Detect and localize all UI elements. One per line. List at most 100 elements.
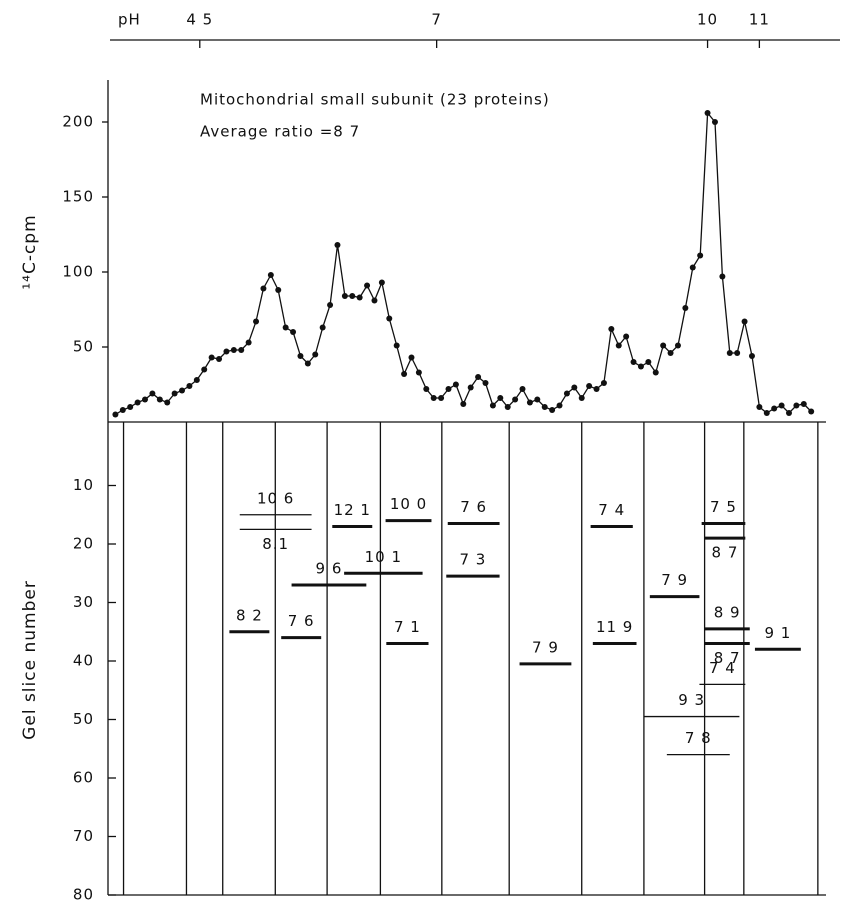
spot-label: 7 6 [288, 612, 315, 630]
y-axis-label: Gel slice number [20, 580, 40, 740]
data-point [763, 410, 770, 416]
spot-label: 9 1 [764, 624, 791, 642]
data-line [115, 111, 812, 416]
data-point [119, 407, 126, 413]
data-point [149, 390, 156, 397]
data-point [608, 326, 615, 332]
data-point [800, 401, 807, 407]
data-point [260, 285, 267, 292]
data-point [156, 396, 163, 403]
data-point [771, 405, 778, 412]
data-point [674, 342, 681, 349]
spot-label: 9 3 [678, 691, 705, 709]
ph-tick-label: 11 [749, 11, 770, 29]
spot-label: 7 4 [598, 501, 625, 519]
data-point [186, 383, 193, 389]
data-point [423, 386, 430, 392]
data-point [201, 366, 208, 373]
data-point [445, 386, 452, 392]
spot-label: 7 9 [532, 638, 559, 656]
ph-tick-label: 7 [431, 11, 442, 29]
spot-label: 8 2 [236, 606, 263, 624]
data-point [415, 369, 422, 376]
y-tick-label: 50 [73, 338, 94, 356]
y-tick-label: 80 [73, 886, 94, 904]
spot-label: 8.1 [262, 535, 289, 553]
data-point [179, 387, 186, 394]
data-point [645, 359, 652, 365]
y-tick-label: 70 [73, 827, 94, 845]
data-point [549, 407, 556, 413]
data-point [208, 354, 215, 361]
ph-axis-label: pH [118, 11, 141, 29]
data-point [386, 315, 393, 322]
data-point [571, 384, 578, 391]
spot-label: 12 1 [334, 501, 371, 519]
spot-label: 7 5 [710, 498, 737, 516]
y-axis-label: ¹⁴C-cpm [20, 214, 40, 289]
y-tick-label: 200 [62, 113, 94, 131]
spot-label: 8 7 [712, 544, 739, 562]
spot-label: 8 7 [714, 649, 741, 667]
data-point [615, 342, 622, 349]
spot-label: 11 9 [596, 618, 633, 636]
data-point [778, 402, 785, 409]
data-point [623, 333, 630, 340]
data-point [637, 363, 644, 370]
data-point [734, 350, 741, 356]
data-point [756, 404, 763, 410]
y-tick-label: 10 [73, 476, 94, 494]
data-point [341, 293, 348, 299]
data-point [378, 279, 385, 286]
chart-title: Mitochondrial small subunit (23 proteins… [200, 91, 550, 109]
data-point [711, 119, 718, 125]
data-point [704, 110, 711, 116]
data-point [519, 386, 526, 392]
data-point [282, 324, 289, 331]
y-tick-label: 50 [73, 710, 94, 728]
data-point [230, 347, 237, 353]
spot-label: 10 1 [365, 548, 402, 566]
data-point [526, 399, 533, 406]
data-point [586, 383, 593, 389]
data-point [452, 381, 459, 388]
data-point [563, 390, 570, 397]
data-point [319, 324, 326, 331]
spot-label: 7 6 [460, 498, 487, 516]
data-point [142, 396, 149, 403]
spot-label: 7 3 [459, 551, 486, 569]
data-point [697, 252, 704, 259]
data-point [719, 273, 726, 280]
data-point [171, 390, 178, 397]
data-point [726, 350, 733, 356]
data-point [785, 410, 792, 416]
data-point [482, 380, 489, 386]
data-point [371, 297, 378, 304]
data-point [193, 377, 200, 383]
data-point [164, 399, 171, 406]
data-point [312, 351, 319, 358]
data-point [748, 353, 755, 359]
data-point [489, 402, 496, 409]
data-point [290, 329, 297, 335]
data-point [667, 350, 674, 356]
data-point [134, 399, 141, 406]
data-point [512, 396, 519, 403]
y-tick-label: 30 [73, 593, 94, 611]
data-point [430, 395, 437, 401]
data-point [438, 395, 445, 401]
spot-label: 9 6 [316, 559, 343, 577]
data-point [238, 347, 245, 353]
annotation: Average ratio =8 7 [200, 123, 360, 141]
data-point [304, 360, 311, 367]
data-point [349, 293, 356, 299]
spot-label: 7 1 [394, 618, 421, 636]
data-point [327, 302, 334, 308]
data-point [660, 342, 667, 349]
data-point [497, 395, 504, 401]
data-point [534, 396, 541, 403]
data-point [793, 402, 800, 409]
data-point [460, 401, 467, 407]
data-point [475, 374, 482, 380]
